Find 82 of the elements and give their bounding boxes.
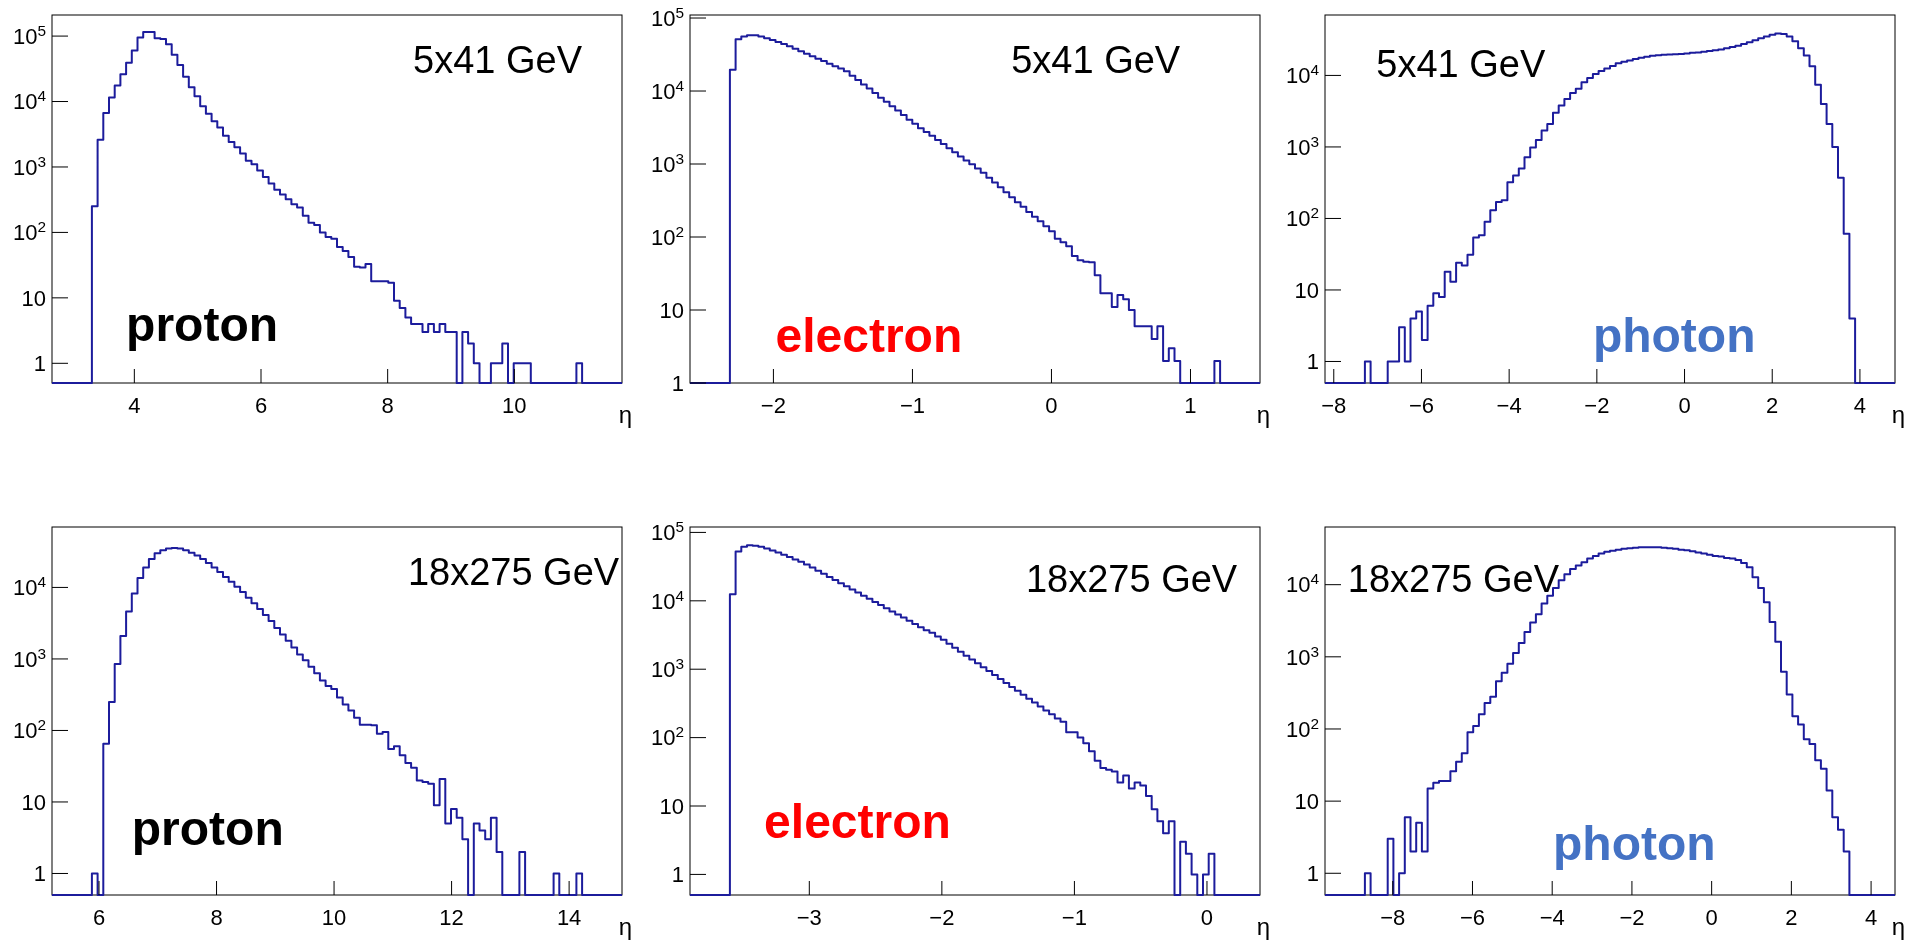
y-tick-label: 1: [33, 351, 46, 376]
y-tick-label: 10$^{4}$: [650, 76, 685, 104]
x-tick-label: −8: [1321, 393, 1347, 418]
x-tick-label: 6: [254, 393, 268, 418]
x-tick-label: −1: [1061, 905, 1087, 930]
annotation: proton: [131, 802, 284, 856]
x-axis-title: η: [1256, 913, 1270, 940]
y-tick-label: 1: [671, 862, 684, 888]
y-tick-label: 10: [1294, 788, 1319, 814]
y-tick-label: 10$^{2}$: [650, 222, 684, 250]
y-tick-label: 10: [1294, 277, 1319, 303]
y-tick-label: 10$^{2}$: [650, 722, 684, 751]
x-tick-label: 0: [1045, 393, 1058, 418]
x-tick-label: 8: [381, 393, 394, 418]
y-tick-label: 1: [1306, 860, 1319, 886]
y-tick-label: 10$^{5}$: [650, 3, 684, 31]
x-axis-title: η: [1891, 401, 1905, 428]
y-tick-label: 10$^{4}$: [1285, 60, 1320, 89]
y-tick-label: 1: [671, 370, 684, 396]
annotation: 18x275 GeV: [407, 550, 620, 593]
x-axis-title: η: [618, 913, 632, 940]
x-tick-label: 4: [128, 393, 141, 418]
x-tick-label: 14: [556, 905, 582, 930]
annotation: electron: [775, 308, 963, 362]
x-axis-title: η: [618, 401, 632, 428]
y-tick-label: 10$^{4}$: [12, 572, 47, 601]
x-tick-label: −6: [1459, 905, 1486, 930]
annotation: photon: [1553, 816, 1716, 870]
x-tick-label: −1: [899, 393, 925, 418]
annotation: proton: [126, 297, 279, 351]
y-tick-label: 10: [21, 285, 46, 311]
y-tick-label: 10$^{3}$: [1285, 642, 1319, 670]
x-tick-label: −6: [1408, 393, 1435, 418]
annotation: 5x41 GeV: [1011, 38, 1181, 81]
x-tick-label: 2: [1785, 905, 1798, 930]
x-tick-label: −2: [1619, 905, 1645, 930]
y-tick-label: 10: [659, 793, 684, 819]
x-tick-label: 10: [321, 905, 347, 930]
y-tick-label: 10$^{3}$: [650, 654, 684, 682]
y-tick-label: 1: [33, 861, 46, 887]
x-tick-label: −2: [929, 905, 955, 930]
y-tick-label: 1: [1306, 349, 1319, 375]
y-tick-label: 10$^{2}$: [12, 217, 46, 246]
y-tick-label: 10$^{2}$: [1285, 203, 1319, 232]
y-tick-label: 10$^{4}$: [12, 86, 47, 115]
y-tick-label: 10: [21, 789, 46, 815]
y-tick-label: 10$^{5}$: [650, 517, 684, 546]
annotation: 5x41 GeV: [413, 38, 583, 81]
y-tick-label: 10$^{4}$: [650, 586, 685, 614]
x-tick-label: 8: [210, 905, 223, 930]
annotation: 18x275 GeV: [1347, 558, 1560, 601]
x-tick-label: −3: [796, 905, 822, 930]
x-tick-label: 0: [1705, 905, 1718, 930]
x-tick-label: 6: [92, 905, 106, 930]
y-tick-label: 10$^{4}$: [1285, 569, 1320, 598]
x-tick-label: −2: [1584, 393, 1610, 418]
y-tick-label: 10$^{3}$: [1285, 132, 1319, 160]
y-tick-label: 10$^{5}$: [12, 21, 46, 49]
annotation: 18x275 GeV: [1025, 558, 1238, 601]
x-tick-label: 4: [1853, 393, 1867, 418]
x-axis-title: η: [1256, 401, 1270, 428]
x-tick-label: −4: [1496, 393, 1522, 418]
y-tick-label: 10$^{3}$: [12, 152, 46, 180]
annotation: electron: [764, 794, 951, 848]
annotation: photon: [1592, 308, 1756, 362]
x-tick-label: −2: [760, 393, 786, 418]
x-tick-label: −4: [1539, 905, 1565, 930]
y-tick-label: 10$^{3}$: [650, 149, 684, 177]
x-tick-label: 0: [1200, 905, 1214, 930]
x-tick-label: 12: [439, 905, 464, 930]
annotation: 5x41 GeV: [1376, 42, 1546, 85]
y-tick-label: 10$^{2}$: [12, 715, 46, 744]
x-tick-label: 4: [1864, 905, 1878, 930]
x-tick-label: 2: [1766, 393, 1779, 418]
x-tick-label: −8: [1380, 905, 1406, 930]
x-tick-label: 0: [1678, 393, 1691, 418]
x-tick-label: 1: [1184, 393, 1197, 418]
x-axis-title: η: [1891, 913, 1905, 940]
x-tick-label: 10: [502, 393, 527, 418]
y-tick-label: 10$^{2}$: [1285, 714, 1319, 742]
y-tick-label: 10$^{3}$: [12, 644, 46, 672]
y-tick-label: 10: [659, 297, 684, 323]
